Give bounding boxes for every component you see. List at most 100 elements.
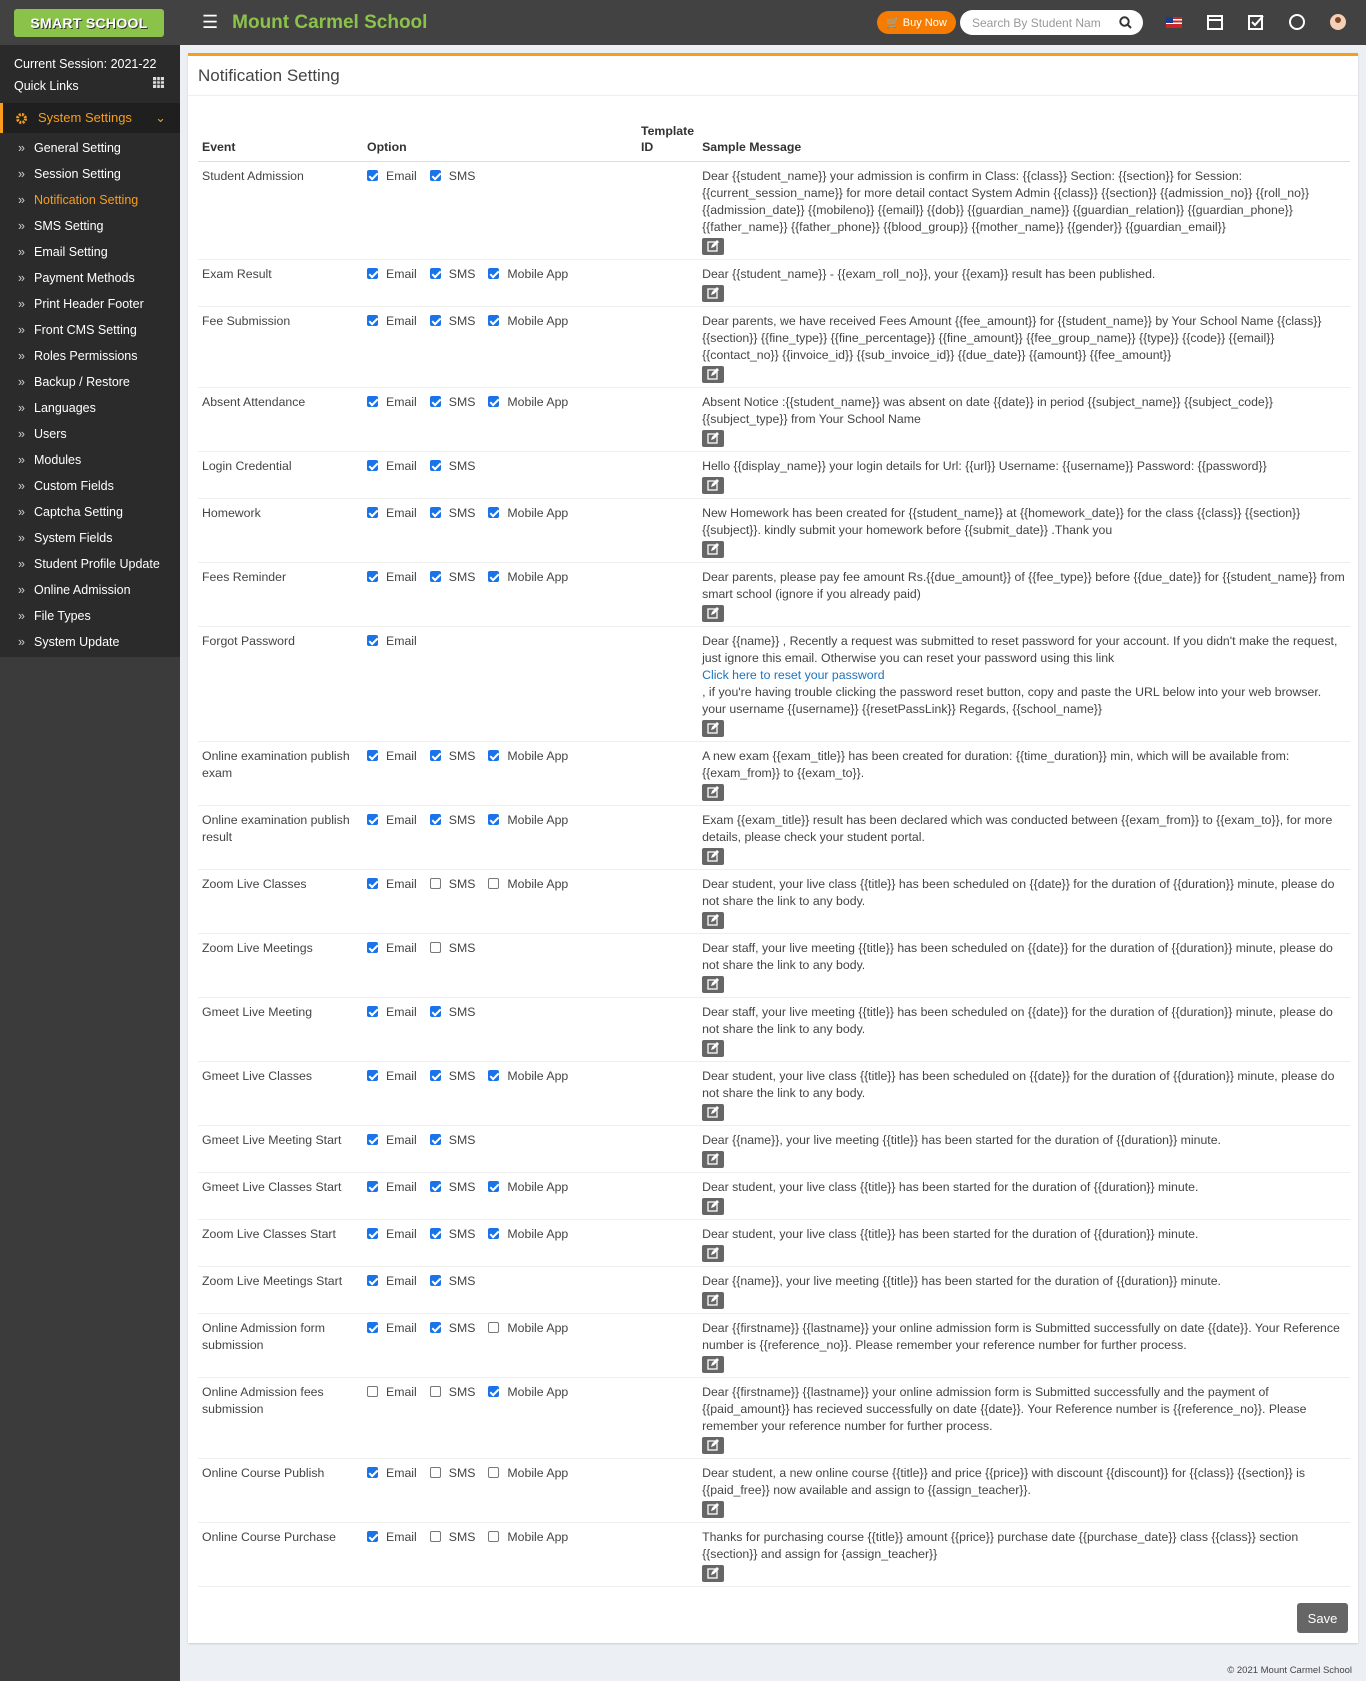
option[interactable]: Email — [367, 168, 417, 185]
checkbox[interactable] — [429, 570, 441, 582]
menu-item[interactable]: Backup / Restore — [0, 369, 180, 395]
menu-item[interactable]: Roles Permissions — [0, 343, 180, 369]
checkbox[interactable] — [429, 1227, 441, 1239]
user-avatar[interactable] — [1329, 13, 1347, 31]
checkbox[interactable] — [367, 749, 378, 761]
checkbox[interactable] — [367, 813, 378, 825]
option[interactable]: SMS — [429, 876, 475, 893]
option[interactable]: Mobile App — [488, 1068, 568, 1085]
menu-item[interactable]: Front CMS Setting — [0, 317, 180, 343]
option[interactable]: Mobile App — [488, 1529, 568, 1546]
edit-button[interactable] — [702, 719, 725, 737]
checkbox[interactable] — [367, 314, 378, 326]
option[interactable]: Email — [367, 266, 417, 283]
task-icon[interactable] — [1247, 13, 1265, 31]
checkbox[interactable] — [429, 1180, 441, 1192]
option[interactable]: Email — [367, 394, 417, 411]
option[interactable]: Mobile App — [488, 313, 568, 330]
checkbox[interactable] — [488, 749, 500, 761]
edit-button[interactable] — [702, 237, 725, 255]
option[interactable]: SMS — [429, 940, 475, 957]
option[interactable]: Email — [367, 876, 417, 893]
edit-button[interactable] — [702, 476, 725, 494]
option[interactable]: Mobile App — [488, 505, 568, 522]
checkbox[interactable] — [367, 1227, 378, 1239]
menu-item[interactable]: Session Setting — [0, 161, 180, 187]
checkbox[interactable] — [429, 395, 441, 407]
menu-item[interactable]: Student Profile Update — [0, 551, 180, 577]
search-input[interactable]: Search By Student Nam — [960, 10, 1143, 35]
checkbox[interactable] — [488, 877, 500, 889]
option[interactable]: SMS — [429, 1529, 475, 1546]
option[interactable]: Email — [367, 748, 417, 765]
option[interactable]: SMS — [429, 1179, 475, 1196]
option[interactable]: Email — [367, 458, 417, 475]
checkbox[interactable] — [367, 1466, 378, 1478]
checkbox[interactable] — [429, 459, 441, 471]
checkbox[interactable] — [367, 1321, 378, 1333]
menu-item[interactable]: Captcha Setting — [0, 499, 180, 525]
menu-item[interactable]: Online Admission — [0, 577, 180, 603]
checkbox[interactable] — [367, 1530, 378, 1542]
checkbox[interactable] — [429, 1466, 441, 1478]
edit-button[interactable] — [702, 604, 725, 622]
option[interactable]: Email — [367, 1226, 417, 1243]
checkbox[interactable] — [429, 314, 441, 326]
menu-item[interactable]: Print Header Footer — [0, 291, 180, 317]
checkbox[interactable] — [367, 1180, 378, 1192]
checkbox[interactable] — [367, 1274, 378, 1286]
checkbox[interactable] — [429, 267, 441, 279]
menu-toggle[interactable]: ☰ — [202, 12, 219, 32]
menu-item[interactable]: Modules — [0, 447, 180, 473]
option[interactable]: Email — [367, 1529, 417, 1546]
edit-button[interactable] — [702, 1500, 725, 1518]
checkbox[interactable] — [429, 1133, 441, 1145]
edit-button[interactable] — [702, 1244, 725, 1262]
option[interactable]: Mobile App — [488, 876, 568, 893]
option[interactable]: Email — [367, 940, 417, 957]
option[interactable]: Mobile App — [488, 1179, 568, 1196]
option[interactable]: SMS — [429, 1320, 475, 1337]
edit-button[interactable] — [702, 365, 725, 383]
edit-button[interactable] — [702, 540, 725, 558]
option[interactable]: Mobile App — [488, 812, 568, 829]
language-flag[interactable] — [1165, 13, 1183, 31]
checkbox[interactable] — [429, 1005, 441, 1017]
current-session[interactable]: Current Session: 2021-22 — [14, 57, 157, 71]
edit-button[interactable] — [702, 911, 725, 929]
option[interactable]: Email — [367, 569, 417, 586]
option[interactable]: SMS — [429, 1068, 475, 1085]
option[interactable]: Email — [367, 1004, 417, 1021]
checkbox[interactable] — [429, 506, 441, 518]
menu-item[interactable]: General Setting — [0, 135, 180, 161]
checkbox[interactable] — [367, 634, 378, 646]
edit-button[interactable] — [702, 1436, 725, 1454]
menu-item[interactable]: Payment Methods — [0, 265, 180, 291]
edit-button[interactable] — [702, 1355, 725, 1373]
save-button[interactable]: Save — [1297, 1603, 1348, 1633]
checkbox[interactable] — [488, 570, 500, 582]
option[interactable]: SMS — [429, 1465, 475, 1482]
checkbox[interactable] — [429, 1069, 441, 1081]
option[interactable]: Mobile App — [488, 266, 568, 283]
checkbox[interactable] — [367, 877, 378, 889]
option[interactable]: SMS — [429, 1384, 475, 1401]
reset-link[interactable]: Click here to reset your password — [702, 667, 885, 682]
checkbox[interactable] — [429, 941, 441, 953]
checkbox[interactable] — [429, 1385, 441, 1397]
checkbox[interactable] — [488, 1385, 500, 1397]
option[interactable]: Email — [367, 1132, 417, 1149]
edit-button[interactable] — [702, 1150, 725, 1168]
option[interactable]: Email — [367, 1384, 417, 1401]
checkbox[interactable] — [429, 1530, 441, 1542]
checkbox[interactable] — [367, 1005, 378, 1017]
menu-item[interactable]: Languages — [0, 395, 180, 421]
option[interactable]: Email — [367, 812, 417, 829]
whatsapp-icon[interactable] — [1288, 13, 1306, 31]
checkbox[interactable] — [429, 1274, 441, 1286]
checkbox[interactable] — [488, 267, 500, 279]
checkbox[interactable] — [429, 169, 441, 181]
checkbox[interactable] — [367, 459, 378, 471]
checkbox[interactable] — [488, 1321, 500, 1333]
menu-item[interactable]: System Update — [0, 629, 180, 655]
